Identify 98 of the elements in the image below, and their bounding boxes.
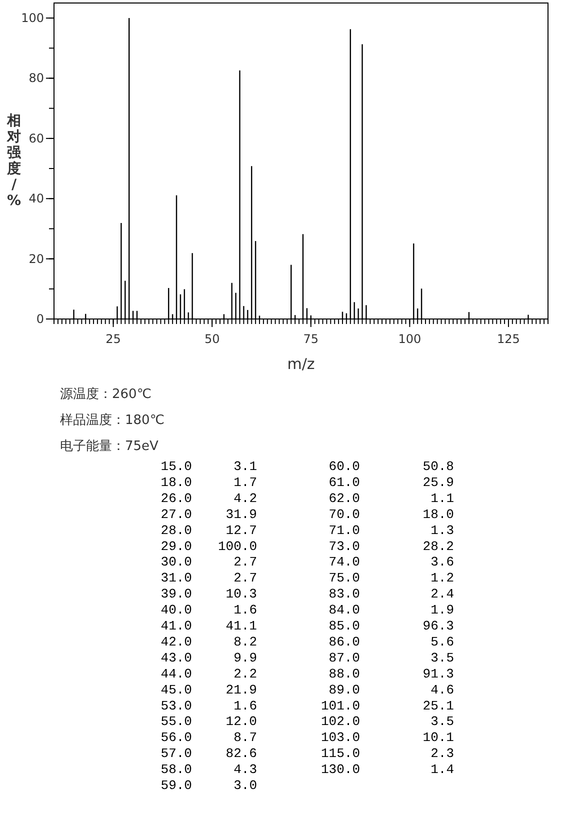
text: 100.0 <box>218 538 257 554</box>
text: 86.0 <box>328 634 360 650</box>
text: 70.0 <box>328 506 360 522</box>
text: 3.1 <box>234 459 258 474</box>
text: 26.0 <box>160 490 192 506</box>
text: 43.0 <box>160 650 192 666</box>
text: 96.3 <box>422 618 454 634</box>
y-tick-label: 80 <box>28 71 44 86</box>
text: 42.0 <box>160 634 192 650</box>
x-tick-label: 100 <box>398 332 422 346</box>
text: 28.2 <box>422 538 454 554</box>
text: 91.3 <box>422 666 454 682</box>
text: 1.2 <box>430 570 454 586</box>
text: 2.3 <box>430 746 454 762</box>
text: 88.0 <box>328 666 360 682</box>
text: 73.0 <box>328 538 360 554</box>
text: 3.5 <box>430 650 454 666</box>
text: 31.0 <box>160 570 192 586</box>
text: 101.0 <box>320 698 360 714</box>
text: 56.0 <box>160 730 192 746</box>
text: 85.0 <box>328 618 360 634</box>
text: 源温度：260℃ <box>60 386 152 402</box>
text: 1.6 <box>234 698 257 714</box>
text: 130.0 <box>320 762 360 778</box>
text: 59.0 <box>160 778 192 793</box>
text: 28.0 <box>160 522 192 538</box>
text: 25.1 <box>422 698 454 714</box>
x-axis-title: m/z <box>287 355 315 373</box>
text: 8.2 <box>234 634 257 650</box>
text: 84.0 <box>328 602 360 618</box>
text: 82.6 <box>226 746 257 762</box>
x-tick-label: 25 <box>106 332 121 346</box>
y-tick-label: 20 <box>28 252 44 266</box>
text: 9.9 <box>234 650 257 666</box>
text: 8.7 <box>234 730 257 746</box>
text: 1.4 <box>430 762 454 778</box>
text: 115.0 <box>320 746 360 762</box>
text: 75.0 <box>328 570 360 586</box>
text: 83.0 <box>328 586 360 602</box>
text: 2.7 <box>234 554 257 570</box>
text: 29.0 <box>160 538 192 554</box>
text: 103.0 <box>320 730 360 746</box>
text: 41.0 <box>160 618 192 634</box>
text: 10.1 <box>422 730 454 746</box>
text: 39.0 <box>160 586 192 602</box>
text: 45.0 <box>160 682 192 698</box>
text: 1.6 <box>234 602 257 618</box>
text: 4.2 <box>234 490 257 506</box>
text: 3.6 <box>430 554 454 570</box>
text: 21.9 <box>226 682 257 698</box>
text: 3.0 <box>234 778 257 793</box>
text: 61.0 <box>328 474 360 490</box>
text: 58.0 <box>160 762 192 778</box>
text: 18.0 <box>160 474 192 490</box>
text: 4.3 <box>234 762 257 778</box>
text: 2.4 <box>430 586 454 602</box>
y-tick-label: 100 <box>21 11 44 26</box>
text: 31.9 <box>226 506 257 522</box>
text: 62.0 <box>328 490 360 506</box>
text: 5.6 <box>430 634 454 650</box>
text: 12.7 <box>226 522 257 538</box>
text: 1.9 <box>430 602 454 618</box>
text: 样品温度：180℃ <box>60 412 164 428</box>
text: 30.0 <box>160 554 192 570</box>
text: 89.0 <box>328 682 360 698</box>
y-tick-label: 40 <box>28 192 44 206</box>
text: 1.3 <box>430 522 454 538</box>
text: 41.1 <box>226 618 258 634</box>
text: 电子能量：75eV <box>60 439 159 454</box>
text: 10.3 <box>226 586 257 602</box>
text: 15.0 <box>160 459 192 474</box>
text: 102.0 <box>320 714 360 730</box>
text: 57.0 <box>160 746 192 762</box>
text: 2.7 <box>234 570 257 586</box>
text: 1.7 <box>234 474 257 490</box>
text: 40.0 <box>160 602 192 618</box>
text: 53.0 <box>160 698 192 714</box>
text: 1.1 <box>430 490 454 506</box>
y-tick-label: 0 <box>36 312 44 326</box>
text: 4.6 <box>430 682 454 698</box>
text: 74.0 <box>328 554 360 570</box>
text: 12.0 <box>226 714 257 730</box>
y-axis-title: 相对强度/% <box>6 113 22 209</box>
x-tick-label: 50 <box>204 332 220 346</box>
text: 3.5 <box>430 714 454 730</box>
text: 60.0 <box>328 459 360 474</box>
text: 27.0 <box>160 506 192 522</box>
x-tick-label: 75 <box>303 332 319 346</box>
text: 50.8 <box>422 459 454 474</box>
text: 71.0 <box>328 522 360 538</box>
text: 44.0 <box>160 666 192 682</box>
text: 87.0 <box>328 650 360 666</box>
text: 55.0 <box>160 714 192 730</box>
text: 25.9 <box>422 474 454 490</box>
x-tick-label: 125 <box>497 332 520 346</box>
text: 18.0 <box>422 506 454 522</box>
text: 2.2 <box>234 666 257 682</box>
y-tick-label: 60 <box>28 131 44 146</box>
